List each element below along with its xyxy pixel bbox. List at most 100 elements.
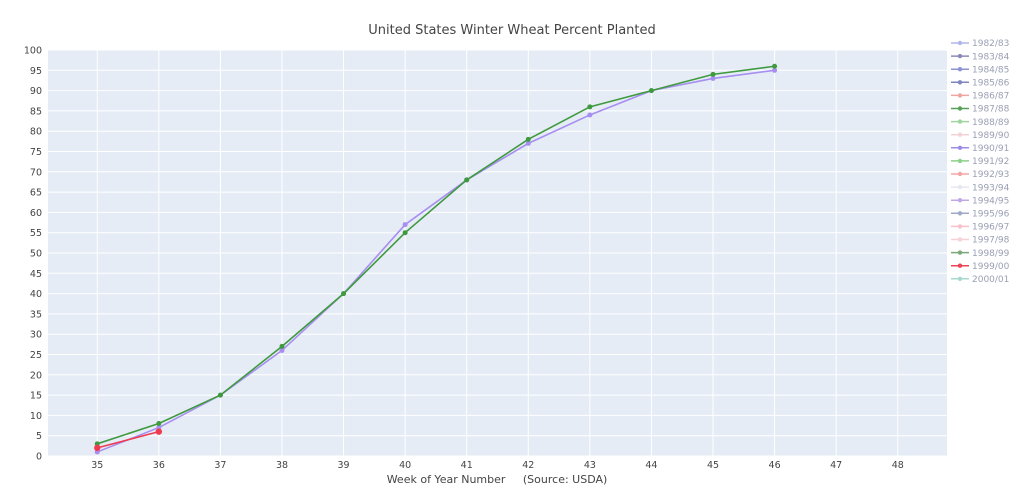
- data-point: [464, 177, 470, 183]
- data-point: [156, 421, 162, 427]
- legend-item-1995-96[interactable]: 1995/96: [951, 210, 1010, 220]
- legend-marker: [957, 276, 963, 281]
- series-line-1987-88: [97, 65, 775, 445]
- legend-label: 1991/92: [972, 157, 1009, 167]
- legend-item-1990-91[interactable]: 1990/91: [951, 144, 1009, 154]
- legend-label: 1994/95: [972, 196, 1009, 206]
- legend-label: 1988/89: [972, 118, 1010, 128]
- legend-item-1991-92[interactable]: 1991/92: [951, 157, 1009, 167]
- legend-marker: [957, 263, 963, 268]
- legend-marker: [957, 237, 963, 242]
- legend-marker: [957, 224, 963, 229]
- legend-item-1989-90[interactable]: 1989/90: [951, 131, 1010, 141]
- x-tick-label: 44: [645, 460, 657, 471]
- legend-marker: [957, 53, 963, 59]
- data-point: [341, 291, 347, 297]
- x-tick-label: 45: [707, 460, 719, 471]
- legend-label: 1998/99: [972, 249, 1010, 259]
- data-point: [525, 140, 531, 146]
- data-point: [772, 63, 778, 69]
- data-point: [94, 444, 101, 452]
- legend-label: 1999/00: [972, 262, 1010, 272]
- legend-label: 1983/84: [972, 52, 1010, 62]
- legend[interactable]: 1982/83 1983/84 1984/85 1985/86 1986/87 1987/…: [951, 39, 1010, 285]
- legend-marker: [957, 171, 963, 177]
- data-point: [772, 67, 778, 73]
- y-tick-label: 90: [30, 86, 42, 97]
- y-tick-label: 20: [30, 370, 42, 381]
- data-point: [402, 222, 408, 228]
- legend-marker: [957, 106, 963, 111]
- y-tick-label: 70: [30, 167, 42, 178]
- legend-label: 1986/87: [972, 92, 1009, 102]
- legend-label: 1996/97: [972, 223, 1009, 233]
- legend-label: 1997/98: [972, 236, 1010, 246]
- legend-item-1998-99[interactable]: 1998/99: [951, 249, 1010, 259]
- legend-marker: [957, 158, 963, 164]
- y-tick-label: 5: [36, 431, 42, 442]
- series-lines: [94, 63, 778, 455]
- x-axis-title: Week of Year Number (Source: USDA): [387, 473, 608, 486]
- y-tick-label: 10: [30, 411, 42, 422]
- legend-item-1983-84[interactable]: 1983/84: [951, 52, 1010, 62]
- legend-marker: [957, 132, 963, 137]
- y-tick-label: 40: [30, 289, 42, 300]
- y-tick-label: 60: [30, 208, 42, 219]
- y-tick-label: 45: [30, 269, 42, 280]
- data-point: [710, 71, 716, 77]
- y-tick-label: 85: [30, 106, 42, 117]
- legend-item-2000-01[interactable]: 2000/01: [951, 275, 1009, 285]
- legend-label: 1992/93: [972, 170, 1009, 180]
- x-axis-ticks: 35 36 37 38 39 40 41 42 43 44 45 46 47 48: [91, 460, 904, 471]
- x-tick-label: 36: [153, 460, 165, 471]
- legend-item-1996-97[interactable]: 1996/97: [951, 223, 1009, 233]
- y-tick-label: 35: [30, 309, 42, 320]
- legend-item-1992-93[interactable]: 1992/93: [951, 170, 1009, 180]
- x-tick-label: 48: [892, 460, 904, 471]
- legend-item-1984-85[interactable]: 1984/85: [951, 65, 1009, 75]
- legend-item-1986-87[interactable]: 1986/87: [951, 92, 1009, 102]
- legend-label: 1995/96: [972, 210, 1010, 220]
- legend-item-1985-86[interactable]: 1985/86: [951, 79, 1010, 89]
- legend-item-1982-83[interactable]: 1982/83: [951, 39, 1009, 49]
- x-tick-label: 47: [830, 460, 842, 471]
- x-tick-label: 43: [584, 460, 596, 471]
- data-point: [155, 428, 163, 435]
- y-tick-label: 65: [30, 188, 42, 199]
- chart-title: United States Winter Wheat Percent Plant…: [368, 23, 656, 38]
- data-point: [648, 88, 654, 94]
- legend-item-1993-94[interactable]: 1993/94: [951, 183, 1010, 193]
- legend-marker: [957, 119, 963, 124]
- data-point: [217, 392, 223, 398]
- x-tick-label: 42: [522, 460, 534, 471]
- legend-label: 1990/91: [972, 144, 1009, 154]
- legend-marker: [957, 93, 963, 98]
- y-tick-label: 95: [30, 66, 42, 77]
- data-point: [587, 112, 593, 118]
- legend-item-1999-00[interactable]: 1999/00: [951, 262, 1010, 272]
- legend-marker: [957, 211, 963, 216]
- y-tick-label: 50: [30, 249, 42, 260]
- y-tick-label: 100: [24, 46, 42, 57]
- data-point: [710, 75, 716, 81]
- y-tick-label: 55: [30, 228, 42, 239]
- legend-marker: [957, 184, 963, 190]
- y-tick-label: 0: [36, 452, 42, 463]
- legend-item-1987-88[interactable]: 1987/88: [951, 105, 1010, 115]
- y-tick-label: 25: [30, 350, 42, 361]
- legend-marker: [957, 145, 963, 150]
- legend-label: 1989/90: [972, 131, 1010, 141]
- legend-label: 1984/85: [972, 65, 1009, 75]
- legend-item-1988-89[interactable]: 1988/89: [951, 118, 1010, 128]
- y-tick-label: 30: [30, 330, 42, 341]
- legend-item-1994-95[interactable]: 1994/95: [951, 196, 1009, 206]
- x-tick-label: 35: [91, 460, 103, 471]
- legend-label: 2000/01: [972, 275, 1009, 285]
- legend-marker: [957, 198, 963, 203]
- x-tick-label: 37: [214, 460, 226, 471]
- legend-item-1997-98[interactable]: 1997/98: [951, 236, 1010, 246]
- legend-label: 1982/83: [972, 39, 1009, 49]
- x-tick-label: 41: [461, 460, 473, 471]
- data-point: [279, 347, 285, 353]
